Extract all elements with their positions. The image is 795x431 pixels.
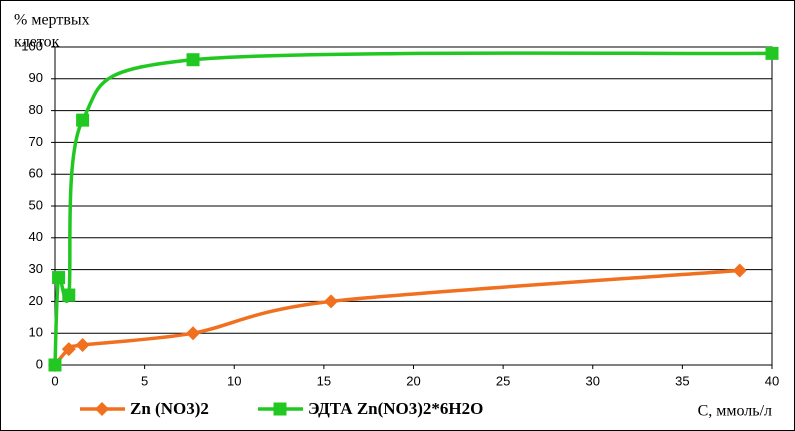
x-tick-label: 20 [406,373,420,388]
marker [75,337,90,352]
legend-marker [273,402,287,416]
y-tick-label: 20 [29,293,43,308]
y-axis-label: клеток [14,34,60,51]
legend-label: ЭДТА Zn(NO3)2*6H2O [308,399,483,418]
marker [52,271,66,285]
x-tick-label: 15 [317,373,331,388]
y-tick-label: 0 [36,356,43,371]
x-tick-label: 40 [765,373,779,388]
y-tick-label: 40 [29,229,43,244]
marker [48,358,62,372]
plot-border [54,46,773,366]
marker [324,294,339,309]
x-tick-label: 0 [51,373,58,388]
x-tick-label: 10 [227,373,241,388]
marker [76,113,90,127]
legend-marker [95,402,109,416]
x-tick-label: 5 [141,373,148,388]
y-axis-label: % мертвых [14,12,90,29]
marker [186,53,200,67]
x-tick-label: 35 [675,373,689,388]
marker [61,342,76,357]
legend-label: Zn (NO3)2 [130,399,209,418]
y-tick-label: 10 [29,325,43,340]
x-tick-label: 30 [586,373,600,388]
y-tick-label: 50 [29,197,43,212]
y-tick-label: 60 [29,166,43,181]
marker [62,288,76,302]
x-axis-label: C, ммоль/л [698,403,772,420]
y-tick-label: 80 [29,102,43,117]
marker [186,326,201,341]
x-tick-label: 25 [496,373,510,388]
y-tick-label: 30 [29,261,43,276]
marker [765,46,779,60]
y-tick-label: 70 [29,134,43,149]
marker [732,263,747,278]
y-tick-label: 90 [29,70,43,85]
y-tick-label: 100 [21,38,43,53]
